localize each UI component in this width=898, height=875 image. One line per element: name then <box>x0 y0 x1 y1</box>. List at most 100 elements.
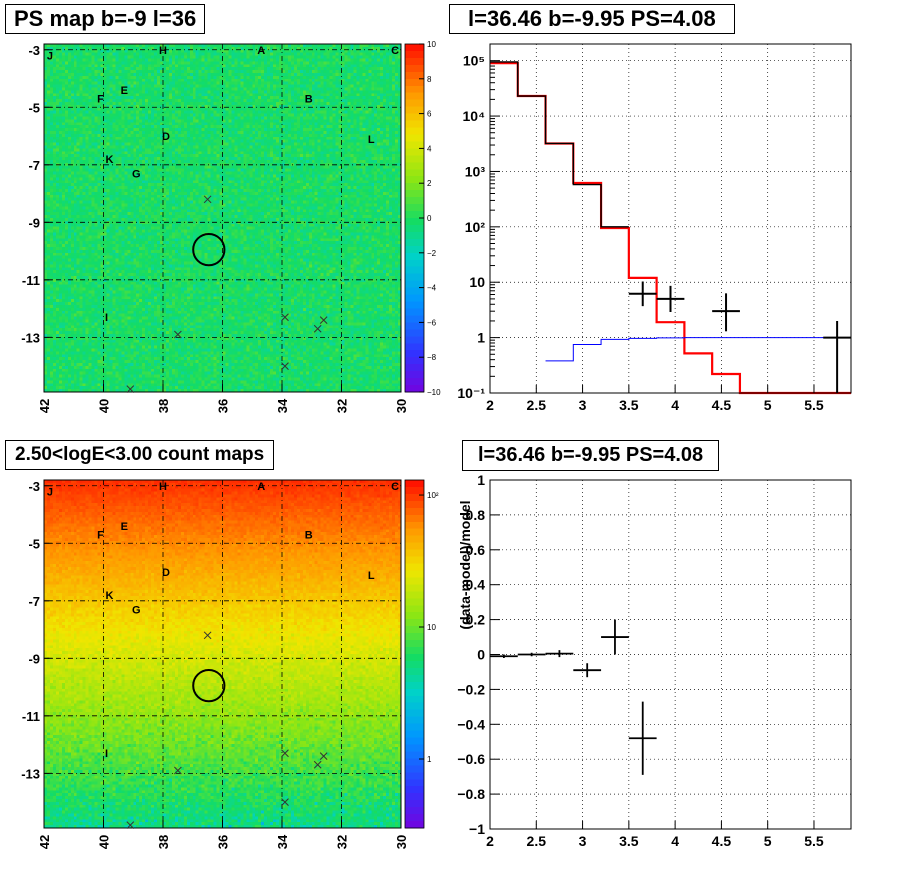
y-tick-label: -11 <box>22 273 40 288</box>
spectrum-title: l=36.46 b=-9.95 PS=4.08 <box>449 4 735 34</box>
colorbar-tick-label: −2 <box>427 249 437 258</box>
colorbar-tick-label: −4 <box>427 284 437 293</box>
y-tick-label: 10 <box>469 274 485 290</box>
source-label: B <box>305 530 313 542</box>
source-cross <box>281 798 289 806</box>
x-tick-label: 4 <box>671 397 679 413</box>
source-label: H <box>159 45 167 57</box>
spectrum-plot: 2 2.5 3 3.5 4 4.5 5 5.5 10⁻¹ 1 10 10² 10³ 10⁴ 10⁵ <box>457 43 852 413</box>
source-label: L <box>368 570 375 582</box>
colorbar-tick-label: 4 <box>427 144 432 153</box>
colorbar <box>405 44 424 393</box>
source-label: J <box>47 51 53 63</box>
source-cross <box>174 766 182 775</box>
x-tick-label: 2 <box>486 397 494 413</box>
colorbar-tick-label: 1 <box>427 755 432 764</box>
x-tick-label: 34 <box>275 398 290 413</box>
source-label: D <box>162 131 170 143</box>
colorbar-tick-label: 0 <box>427 214 432 223</box>
colorbar-tick-label: −8 <box>427 353 437 362</box>
count-map-title: 2.50<logE<3.00 count maps <box>5 440 275 470</box>
x-tick-label: 5.5 <box>804 833 824 849</box>
y-tick-label: -13 <box>21 330 40 345</box>
source-cross <box>281 749 289 758</box>
y-tick-label: 10³ <box>465 163 486 179</box>
y-tick-label: 1 <box>477 330 485 346</box>
x-tick-label: 4.5 <box>712 397 732 413</box>
y-tick-label: -9 <box>28 215 40 230</box>
source-cross <box>313 324 322 333</box>
source-cross <box>203 631 212 640</box>
colorbar-tick-label: 10 <box>427 623 436 632</box>
x-tick-label: 36 <box>216 399 231 413</box>
ps-map-plot: 42 40 38 36 34 32 30-3-5-7-9-11-13J H A CEF BD LKGI… <box>21 40 441 413</box>
spectrum-series-2 <box>545 337 851 362</box>
source-label: L <box>368 134 375 146</box>
source-cross <box>126 821 135 829</box>
source-label: G <box>132 604 141 616</box>
y-tick-label: -11 <box>22 709 40 724</box>
x-tick-label: 34 <box>275 834 290 849</box>
y-tick-label: −0.6 <box>457 751 485 767</box>
source-label: I <box>105 312 108 324</box>
colorbar-tick-label: 6 <box>427 110 432 119</box>
map-graticule <box>44 480 401 828</box>
count-map-cells <box>44 480 402 829</box>
x-tick-label: 2.5 <box>527 833 547 849</box>
colorbar-tick-label: 2 <box>427 179 432 188</box>
x-tick-label: 32 <box>335 399 350 413</box>
y-tick-label: 0.8 <box>466 507 486 523</box>
source-label: E <box>121 85 128 97</box>
y-tick-label: -3 <box>28 479 40 494</box>
source-label: G <box>132 168 141 180</box>
x-tick-label: 3 <box>579 397 587 413</box>
residual-title: l=36.46 b=-9.95 PS=4.08 <box>462 440 720 471</box>
x-tick-label: 4 <box>671 833 679 849</box>
source-label: I <box>105 748 108 760</box>
source-cross <box>174 330 182 339</box>
colorbar-frame <box>404 479 425 829</box>
y-tick-label: -5 <box>28 100 40 115</box>
source-cross <box>313 760 322 769</box>
spectrum-series-1 <box>490 61 629 228</box>
y-tick-label: 10⁴ <box>463 108 486 124</box>
y-tick-label: −0.8 <box>457 786 485 802</box>
source-label: A <box>257 481 265 493</box>
x-tick-label: 40 <box>97 399 112 413</box>
x-tick-label: 38 <box>156 399 171 413</box>
x-tick-label: 3 <box>579 833 587 849</box>
y-tick-label: −0.2 <box>457 681 485 697</box>
map-graticule <box>44 44 401 392</box>
x-tick-label: 30 <box>394 399 409 413</box>
roi-circle <box>192 233 226 267</box>
y-tick-label: 10⁵ <box>463 53 485 69</box>
y-tick-label: 10⁻¹ <box>457 385 485 401</box>
count-map-plot: 42 40 38 36 34 32 30 -3 -5 -7 -9 -11 -13 J H A C E F B D L K G I… <box>21 479 439 849</box>
source-label: F <box>97 530 104 542</box>
ps-map-cells <box>44 44 402 393</box>
x-tick-label: 36 <box>216 835 231 849</box>
source-label: J <box>47 487 53 499</box>
colorbar-tick-label: −10 <box>427 388 441 397</box>
source-label: A <box>257 45 265 57</box>
source-label: E <box>121 521 128 533</box>
y-tick-label: -5 <box>28 536 40 551</box>
source-label: C <box>391 481 399 493</box>
colorbar-tick-label: 8 <box>427 75 432 84</box>
spectrum-series-0 <box>490 62 851 395</box>
x-tick-label: 3.5 <box>619 833 639 849</box>
y-tick-label: -3 <box>28 43 40 58</box>
x-tick-label: 5 <box>764 397 772 413</box>
source-label: B <box>305 94 313 106</box>
x-tick-label: 40 <box>97 835 112 849</box>
x-tick-label: 3.5 <box>619 397 639 413</box>
source-cross <box>126 385 135 393</box>
source-label: F <box>97 94 104 106</box>
source-label: H <box>159 481 167 493</box>
x-tick-label: 4.5 <box>712 833 732 849</box>
y-tick-label: −0.4 <box>457 716 485 732</box>
x-tick-label: 5.5 <box>804 397 824 413</box>
source-cross <box>319 316 328 324</box>
y-tick-label: -9 <box>28 651 40 666</box>
